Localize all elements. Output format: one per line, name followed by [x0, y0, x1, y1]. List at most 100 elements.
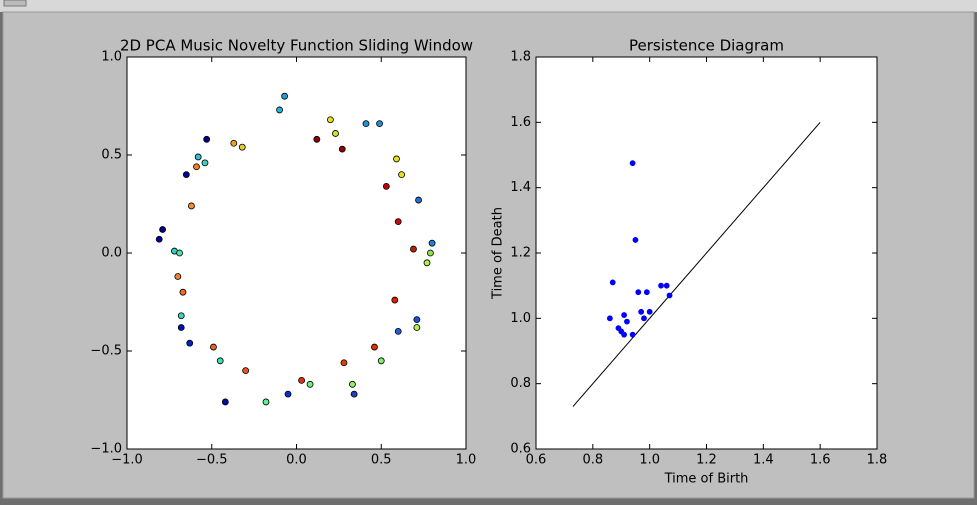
x-tick-label: 1.0	[639, 453, 660, 468]
scatter-point	[159, 226, 166, 233]
y-tick-label: −0.5	[90, 344, 122, 359]
scatter-point	[382, 182, 390, 190]
window-icon	[3, 0, 27, 7]
scatter-point	[413, 316, 421, 324]
scatter-point	[632, 237, 639, 243]
scatter-point	[174, 273, 182, 280]
y-tick-label: −1.0	[90, 442, 122, 457]
scatter-point	[201, 159, 209, 167]
x-tick-label: −1.0	[111, 453, 143, 468]
scatter-point	[194, 153, 202, 161]
x-tick-label: 1.2	[696, 453, 717, 468]
scatter-point	[340, 359, 348, 367]
y-axis-label: Time of Death	[491, 207, 506, 300]
scatter-point	[262, 398, 270, 406]
scatter-point	[298, 376, 305, 384]
scatter-point	[635, 289, 642, 296]
scatter-point	[376, 120, 383, 128]
y-tick-label: 1.0	[510, 311, 531, 326]
x-axis-label: Time of Birth	[664, 472, 749, 487]
scatter-point	[176, 249, 183, 257]
scatter-point	[606, 315, 613, 322]
scatter-point	[646, 308, 653, 315]
y-tick-label: 0.8	[510, 376, 531, 391]
scatter-point	[658, 282, 664, 289]
scatter-point	[394, 327, 402, 335]
scatter-point	[350, 390, 358, 398]
y-tick-label: 1.0	[101, 50, 122, 65]
scatter-point	[371, 343, 378, 351]
title-bar	[0, 0, 977, 12]
chart-title: 2D PCA Music Novelty Function Sliding Wi…	[120, 37, 473, 55]
scatter-point	[629, 160, 636, 167]
y-tick-label: 1.4	[510, 180, 531, 195]
scatter-point	[276, 106, 283, 114]
scatter-point	[624, 318, 630, 325]
scatter-point	[177, 324, 185, 331]
scatter-point	[427, 249, 434, 257]
x-tick-label: 1.4	[753, 453, 774, 468]
y-tick-label: 1.6	[510, 115, 531, 130]
scatter-point	[221, 398, 229, 406]
scatter-point	[210, 343, 217, 351]
scatter-point	[393, 155, 400, 163]
x-tick-label: 0.5	[371, 453, 392, 468]
scatter-point	[362, 120, 370, 128]
x-tick-label: 1.8	[867, 453, 888, 468]
scatter-point	[313, 135, 321, 143]
scatter-point	[203, 135, 211, 143]
x-tick-label: 0.0	[286, 453, 307, 468]
scatter-point	[216, 357, 224, 365]
scatter-point	[413, 324, 421, 331]
scatter-point	[428, 239, 436, 247]
x-tick-label: 1.6	[810, 453, 831, 468]
y-tick-label: 0.0	[101, 246, 122, 261]
y-tick-label: 1.2	[510, 246, 531, 261]
scatter-point	[638, 308, 645, 315]
scatter-point	[242, 367, 250, 375]
scatter-point	[230, 139, 238, 147]
scatter-point	[423, 259, 431, 267]
scatter-point	[415, 196, 422, 204]
scatter-point	[281, 92, 289, 100]
y-tick-label: 0.6	[510, 442, 531, 457]
scatter-point	[410, 245, 417, 253]
scatter-point	[666, 292, 673, 299]
scatter-point	[609, 279, 616, 286]
scatter-point	[391, 296, 399, 304]
scatter-point	[621, 312, 627, 318]
x-tick-label: 1.0	[456, 453, 477, 468]
y-tick-label: 0.5	[101, 148, 122, 163]
scatter-point	[155, 235, 163, 243]
x-tick-label: −0.5	[196, 453, 228, 468]
x-tick-label: 0.8	[582, 453, 603, 468]
scatter-point	[349, 380, 356, 388]
chart-title: Persistence Diagram	[629, 37, 784, 55]
scatter-point	[188, 202, 195, 210]
scatter-point	[643, 289, 650, 296]
reference-line	[572, 122, 821, 407]
scatter-point	[641, 315, 647, 322]
y-tick-label: 1.8	[510, 50, 531, 65]
scatter-point	[621, 331, 627, 338]
scatter-point	[629, 331, 636, 338]
scatter-point	[238, 143, 246, 151]
scatter-point	[182, 171, 190, 179]
scatter-point	[193, 163, 200, 171]
scatter-point	[338, 145, 346, 153]
scatter-point	[326, 116, 334, 124]
scatter-point	[394, 218, 402, 226]
scatter-point	[377, 357, 385, 365]
scatter-point	[179, 288, 187, 296]
scatter-point	[186, 339, 194, 347]
scatter-point	[332, 130, 339, 137]
scatter-point	[398, 171, 405, 179]
scatter-point	[284, 390, 292, 398]
plot-area	[127, 57, 466, 449]
scatter-point	[663, 282, 670, 289]
scatter-point	[177, 312, 185, 320]
scatter-point	[306, 380, 314, 388]
x-tick-label: 0.6	[526, 453, 547, 468]
